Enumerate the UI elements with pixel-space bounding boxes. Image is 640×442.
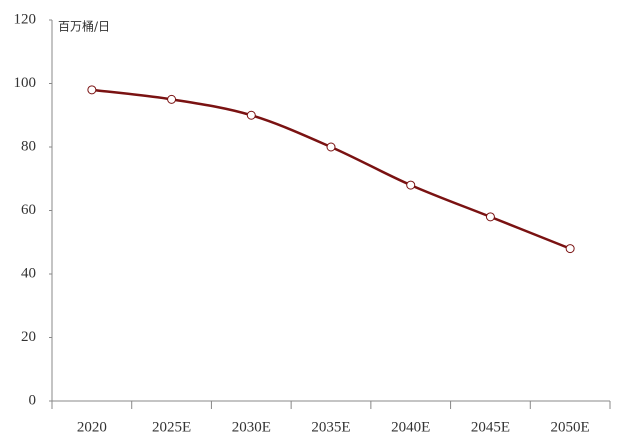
- point: [167, 94, 177, 104]
- y-tick-label: 100: [14, 75, 37, 91]
- x-tick-label: 2020: [77, 419, 107, 435]
- point: [406, 180, 416, 190]
- x-tick-label: 2045E: [471, 419, 510, 435]
- x-tick-label: 2040E: [391, 419, 430, 435]
- point: [246, 110, 256, 120]
- y-tick-label: 40: [21, 265, 36, 281]
- y-tick-label: 80: [21, 138, 36, 154]
- x-tick-label: 2050E: [551, 419, 590, 435]
- y-tick-label: 0: [29, 392, 37, 408]
- point: [565, 244, 575, 254]
- point: [485, 212, 495, 222]
- x-tick-label: 2035E: [311, 419, 350, 435]
- y-tick-label: 60: [21, 202, 36, 218]
- line: [91, 88, 571, 250]
- point: [326, 142, 336, 152]
- y-unit-label: 百万桶/日: [58, 19, 110, 34]
- y-tick-label: 20: [21, 329, 36, 345]
- y-tick-label: 120: [14, 11, 37, 27]
- point: [87, 85, 97, 95]
- x-tick-label: 2030E: [232, 419, 271, 435]
- x-tick-label: 2025E: [152, 419, 191, 435]
